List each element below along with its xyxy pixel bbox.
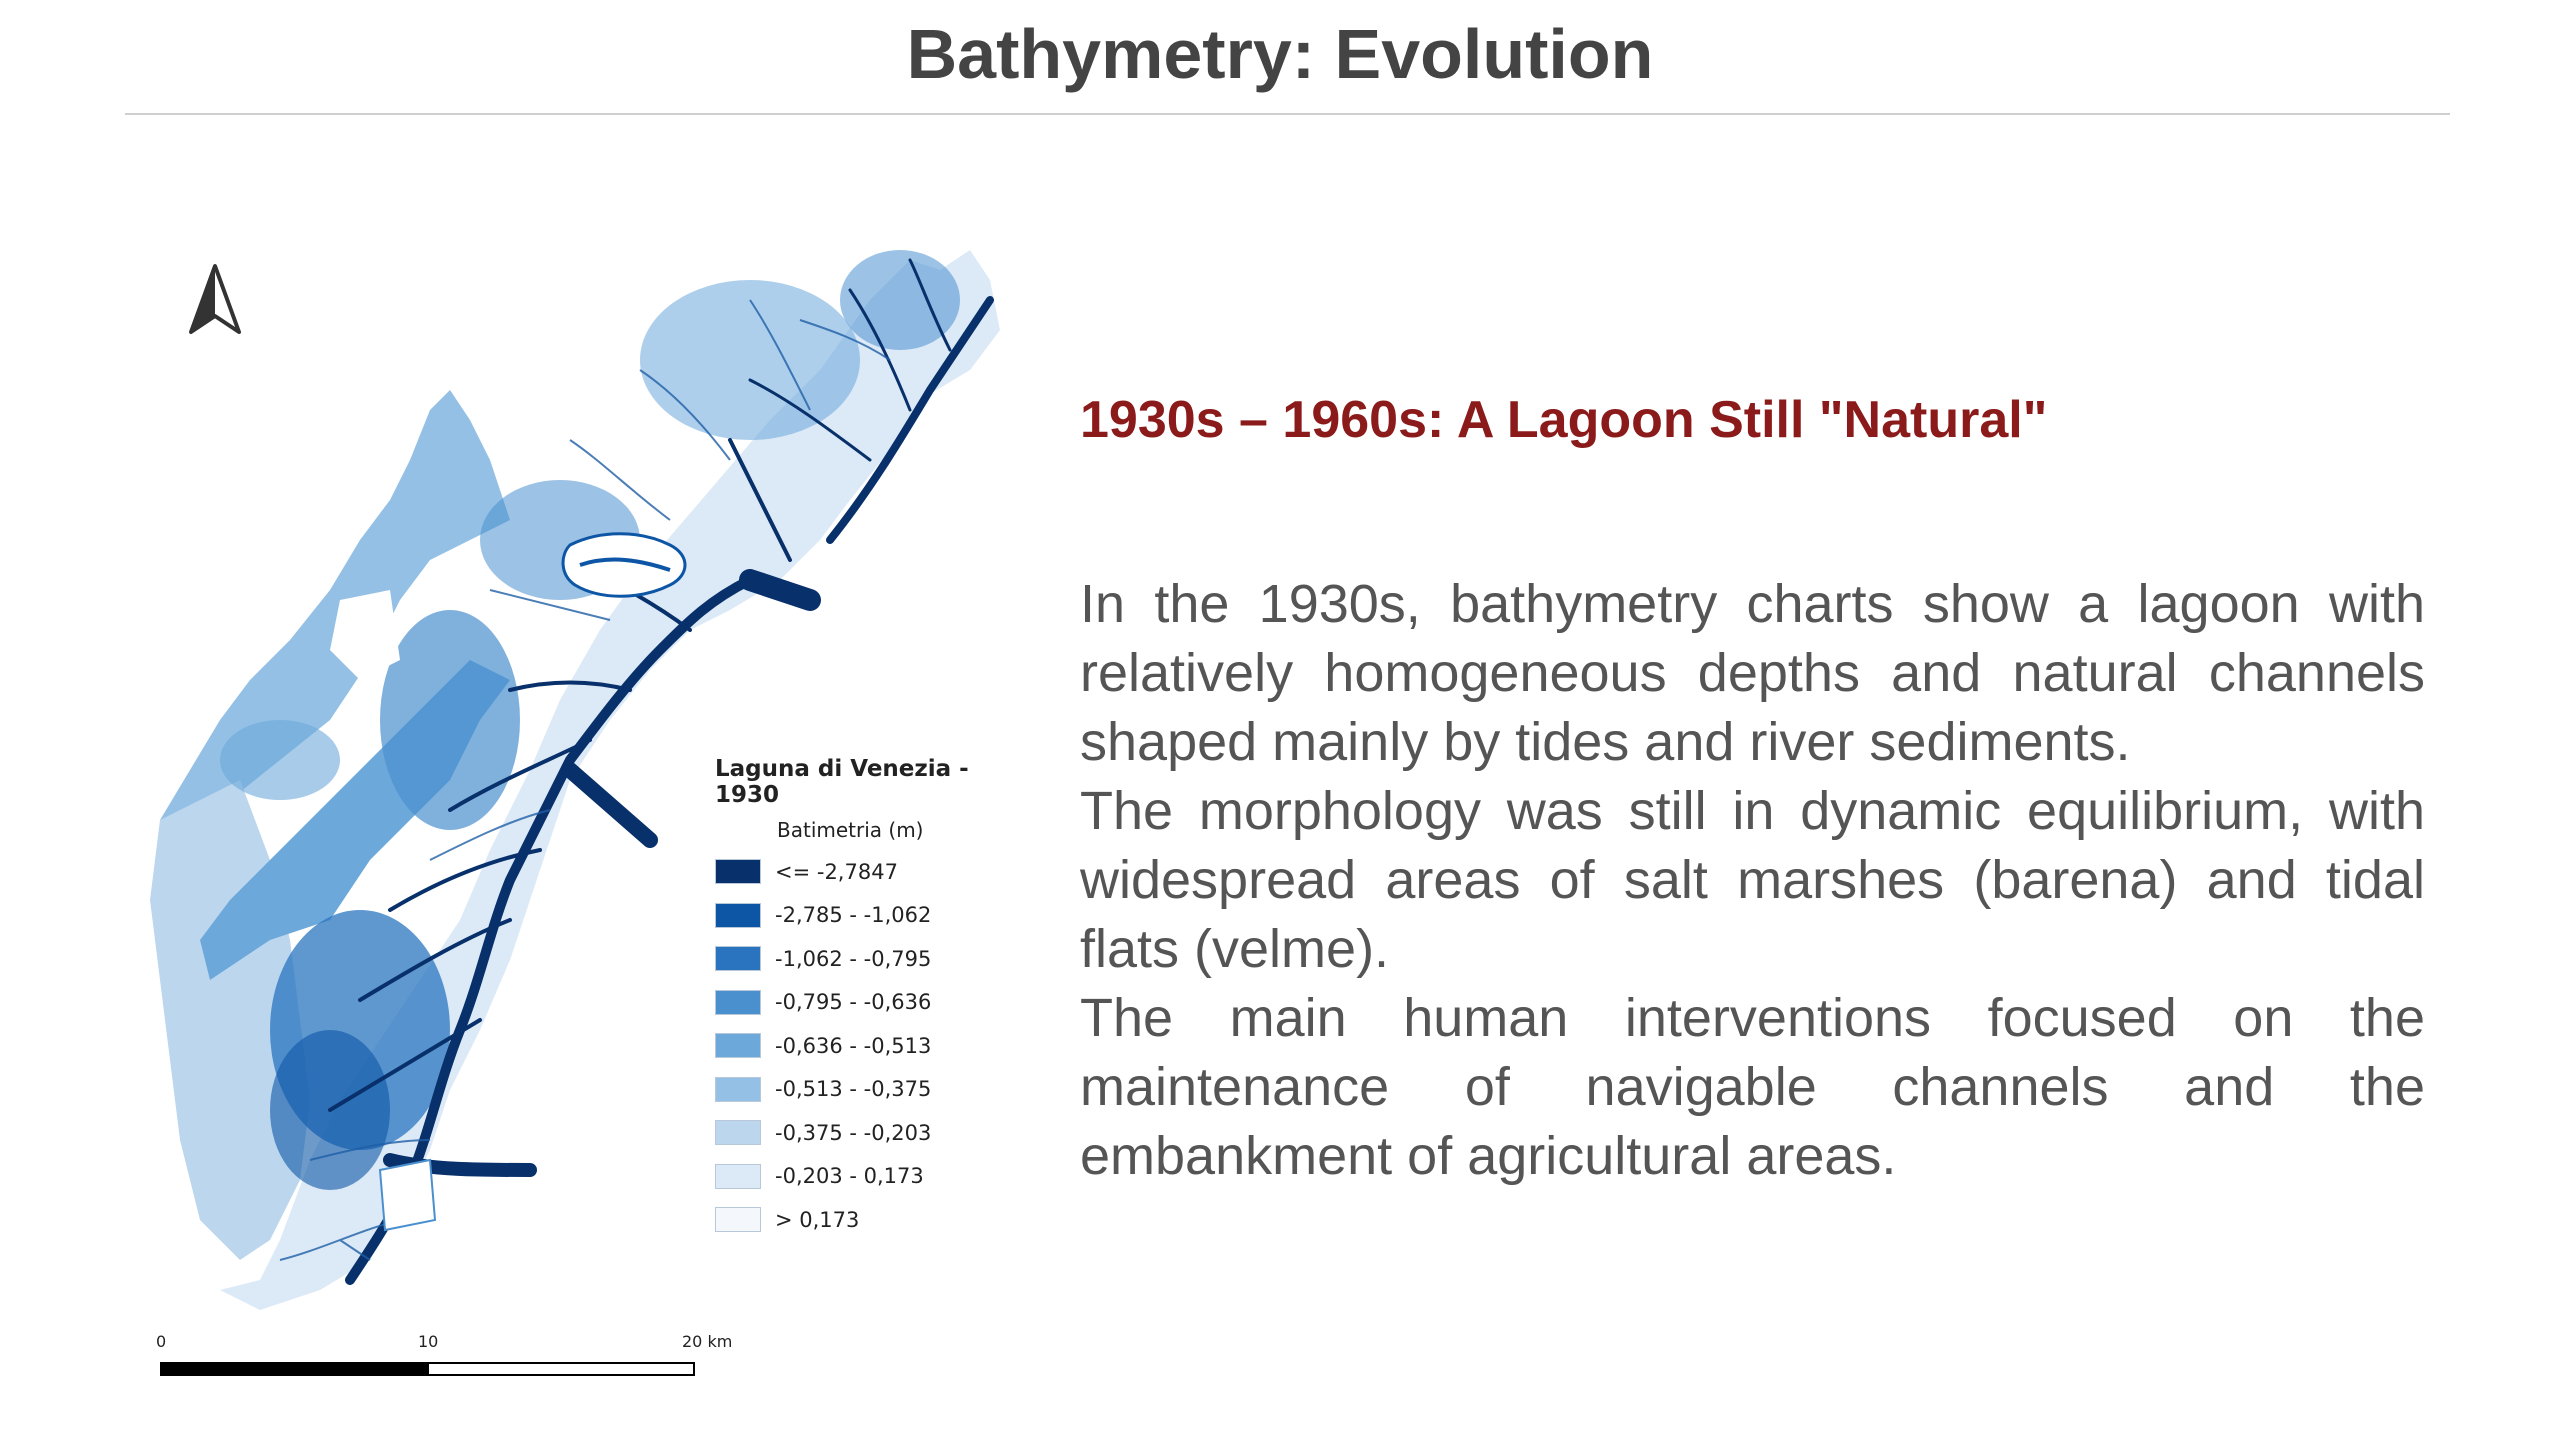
legend-item: > 0,173 — [715, 1198, 1015, 1242]
legend-swatch — [715, 1120, 761, 1146]
slide-title: Bathymetry: Evolution — [906, 15, 1654, 93]
legend-label: -0,795 - -0,636 — [775, 990, 932, 1015]
legend-item: -0,795 - -0,636 — [715, 981, 1015, 1025]
bathymetry-map: Laguna di Venezia - 1930 Batimetria (m) … — [130, 160, 1020, 1410]
scale-segment-white — [427, 1362, 695, 1376]
legend-item: -0,513 - -0,375 — [715, 1068, 1015, 1112]
legend-swatch — [715, 1033, 761, 1059]
legend-swatch — [715, 859, 761, 885]
legend-label: -1,062 - -0,795 — [775, 946, 932, 971]
scale-tick-20: 20 km — [682, 1332, 733, 1351]
legend-swatch — [715, 946, 761, 972]
scale-bar: 0 10 20 km — [156, 1332, 740, 1402]
legend-swatch — [715, 989, 761, 1015]
legend-label: > 0,173 — [775, 1207, 860, 1232]
map-legend: Laguna di Venezia - 1930 Batimetria (m) … — [715, 756, 1015, 1242]
legend-item: -0,375 - -0,203 — [715, 1111, 1015, 1155]
scale-tick-10: 10 — [418, 1332, 439, 1351]
legend-item: -0,636 - -0,513 — [715, 1024, 1015, 1068]
title-divider — [125, 113, 2450, 115]
legend-item: -1,062 - -0,795 — [715, 937, 1015, 981]
legend-item: -2,785 - -1,062 — [715, 894, 1015, 938]
legend-title: Laguna di Venezia - 1930 — [715, 756, 969, 808]
legend-label: -0,375 - -0,203 — [775, 1120, 932, 1145]
lagoon-map-graphic — [150, 250, 1000, 1310]
paragraph-2: The morphology was still in dynamic equi… — [1080, 781, 2425, 979]
legend-swatch — [715, 1163, 761, 1189]
paragraph-1: In the 1930s, bathymetry charts show a l… — [1080, 574, 2425, 772]
legend-swatch — [715, 1207, 761, 1233]
legend-label: -0,636 - -0,513 — [775, 1033, 932, 1058]
legend-item: -0,203 - 0,173 — [715, 1155, 1015, 1199]
legend-label: -0,203 - 0,173 — [775, 1164, 924, 1189]
text-panel: 1930s – 1960s: A Lagoon Still "Natural" … — [1080, 390, 2425, 1186]
legend-subtitle: Batimetria (m) — [777, 818, 924, 842]
legend-swatch — [715, 1076, 761, 1102]
legend-label: -2,785 - -1,062 — [775, 903, 932, 928]
section-heading: 1930s – 1960s: A Lagoon Still "Natural" — [1080, 391, 2048, 449]
paragraph-3: The main human interventions focused on … — [1080, 988, 2425, 1186]
scale-tick-0: 0 — [156, 1332, 167, 1351]
legend-label: <= -2,7847 — [775, 859, 898, 884]
legend-swatch — [715, 902, 761, 928]
legend-items: <= -2,7847 -2,785 - -1,062 -1,062 - -0,795… — [715, 850, 1015, 1242]
legend-item: <= -2,7847 — [715, 850, 1015, 894]
scale-segment-black — [160, 1362, 427, 1376]
body-text: In the 1930s, bathymetry charts show a l… — [1080, 570, 2425, 1191]
venice-island — [561, 532, 687, 598]
legend-label: -0,513 - -0,375 — [775, 1077, 932, 1102]
